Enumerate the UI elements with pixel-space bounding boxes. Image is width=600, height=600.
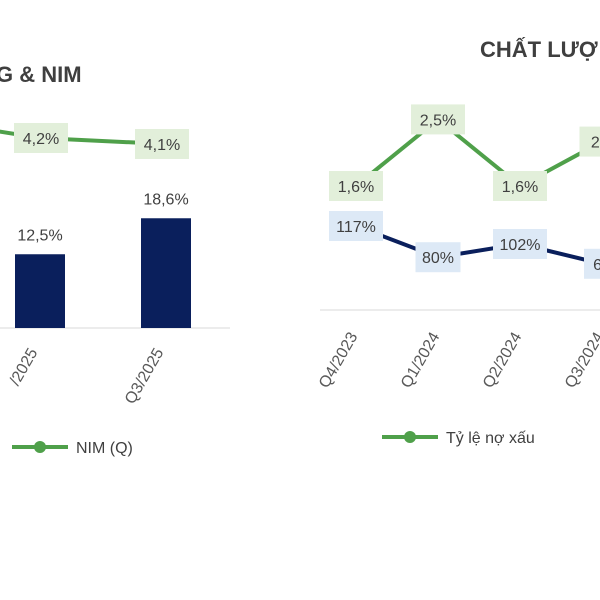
left-plot-area: 12,5% 18,6% 4,2% 4,1% /2025 Q3/2025 bbox=[0, 123, 230, 407]
left-chart-title: G & NIM bbox=[0, 62, 82, 87]
npl-data-label: 2,5% bbox=[420, 112, 456, 129]
coverage-data-label-box bbox=[415, 242, 461, 273]
right-legend-marker bbox=[404, 431, 416, 443]
right-x-tick-label: Q2/2024 bbox=[480, 329, 525, 391]
npl-data-label-box bbox=[329, 171, 383, 201]
coverage-data-label-box bbox=[584, 248, 600, 279]
coverage-data-label: 80% bbox=[422, 250, 454, 267]
bar-data-label: 12,5% bbox=[17, 227, 62, 244]
left-chart: G & NIM 12,5% 18,6% 4,2% 4,1% /2025 Q3/2025 N… bbox=[0, 62, 230, 457]
coverage-ratio-line bbox=[355, 224, 600, 266]
coverage-data-label-box bbox=[493, 229, 547, 259]
right-x-tick-label: Q3/2024 bbox=[562, 329, 600, 391]
npl-data-label: 2,2 bbox=[591, 135, 600, 152]
right-legend-label: Tỷ lệ nợ xấu bbox=[446, 430, 535, 447]
npl-data-label-box bbox=[579, 126, 600, 157]
bar-data-label: 18,6% bbox=[143, 191, 188, 208]
nim-data-label-box bbox=[135, 129, 189, 159]
right-legend: Tỷ lệ nợ xấu bbox=[382, 430, 535, 447]
left-x-tick-label: Q3/2025 bbox=[122, 345, 167, 407]
right-chart: CHẤT LƯỢ 1,6% 2,5% 1,6% 2,2 117% 80% 102% 69 Q4/… bbox=[316, 37, 600, 447]
left-legend: NIM (Q) bbox=[12, 440, 133, 457]
coverage-data-label: 69 bbox=[593, 257, 600, 274]
nim-data-label-box bbox=[14, 123, 68, 153]
right-chart-title: CHẤT LƯỢ bbox=[480, 37, 598, 62]
npl-data-label-box bbox=[411, 104, 465, 135]
nim-data-label: 4,1% bbox=[144, 137, 180, 154]
right-x-tick-label: Q4/2023 bbox=[316, 329, 361, 391]
nim-data-label: 4,2% bbox=[23, 131, 59, 148]
left-legend-marker bbox=[34, 441, 46, 453]
coverage-data-label-box bbox=[329, 211, 383, 241]
npl-data-label: 1,6% bbox=[502, 179, 538, 196]
bar bbox=[141, 218, 191, 328]
right-plot-area: 1,6% 2,5% 1,6% 2,2 117% 80% 102% 69 Q4/2023 Q1/20… bbox=[316, 104, 600, 391]
right-x-tick-label: Q1/2024 bbox=[398, 329, 443, 391]
npl-data-label: 1,6% bbox=[338, 179, 374, 196]
npl-data-label-box bbox=[493, 171, 547, 201]
left-legend-label: NIM (Q) bbox=[76, 440, 133, 457]
bar bbox=[15, 254, 65, 328]
npl-ratio-line bbox=[354, 117, 600, 188]
left-x-tick-label: /2025 bbox=[7, 345, 42, 388]
coverage-data-label: 117% bbox=[336, 219, 376, 236]
coverage-data-label: 102% bbox=[500, 237, 541, 254]
